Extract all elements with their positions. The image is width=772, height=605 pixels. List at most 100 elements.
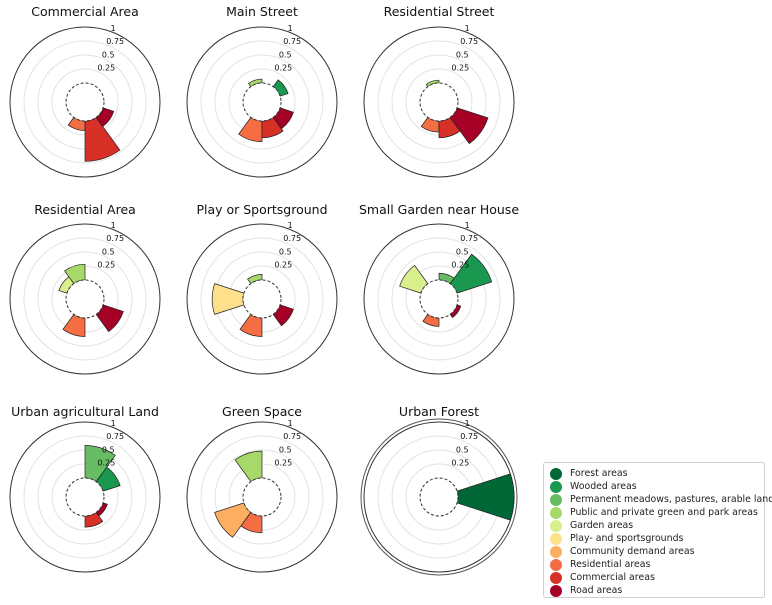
legend-label: Community demand areas xyxy=(570,546,695,557)
legend-item-wooded: Wooded areas xyxy=(550,480,764,493)
radial-tick-label: 0.25 xyxy=(274,261,292,270)
polar-chart: Green Space 0.25 0.5 0.75 1 xyxy=(186,404,338,573)
legend-item-meadows: Permanent meadows, pastures, arable land xyxy=(550,493,772,506)
radial-tick-label: 1 xyxy=(465,24,470,33)
outer-circle xyxy=(363,223,515,375)
radial-tick-label: 0.25 xyxy=(274,459,292,468)
legend-swatch xyxy=(550,584,562,597)
radial-tick-label: 1 xyxy=(465,419,470,428)
legend-label: Commercial areas xyxy=(570,572,655,583)
grid-circle xyxy=(37,251,133,347)
legend-item-commercial: Commercial areas xyxy=(550,571,764,584)
bar-sector xyxy=(238,116,263,143)
radial-tick-label: 0.75 xyxy=(106,432,124,441)
grid-circle xyxy=(405,265,473,333)
outer-circle xyxy=(9,223,161,375)
grid-circle xyxy=(23,435,147,559)
legend-swatch xyxy=(550,519,562,532)
chart-title: Commercial Area xyxy=(31,4,139,19)
legend-label: Residential areas xyxy=(570,559,651,570)
radial-tick-label: 1 xyxy=(288,419,293,428)
legend-item-play: Play- and sportsgrounds xyxy=(550,532,764,545)
grid-circle xyxy=(214,54,310,150)
legend-item-forest: Forest areas xyxy=(550,467,764,480)
outer-ring xyxy=(360,418,518,576)
radial-tick-label: 0.5 xyxy=(279,445,292,454)
grid-circle xyxy=(200,435,324,559)
chart-title: Urban Forest xyxy=(399,404,479,419)
legend-swatch xyxy=(550,571,562,584)
legend-label: Wooded areas xyxy=(570,481,637,492)
grid-circle xyxy=(23,237,147,361)
radial-tick-label: 1 xyxy=(288,221,293,230)
bar-sector xyxy=(211,283,245,315)
legend-item-road: Road areas xyxy=(550,584,764,597)
radial-tick-label: 0.5 xyxy=(456,50,469,59)
legend-label: Road areas xyxy=(570,585,623,596)
inner-hole xyxy=(242,477,282,517)
chart-title: Small Garden near House xyxy=(359,202,519,217)
radial-tick-label: 0.75 xyxy=(460,432,478,441)
radial-tick-label: 0.75 xyxy=(283,234,301,243)
polar-chart: Urban agricultural Land 0.25 0.5 0.75 1 xyxy=(9,404,161,573)
legend-swatch xyxy=(550,532,562,545)
radial-tick-label: 0.75 xyxy=(283,432,301,441)
radial-tick-label: 0.5 xyxy=(279,50,292,59)
chart-title: Green Space xyxy=(222,404,302,419)
radial-tick-label: 0.5 xyxy=(102,247,115,256)
grid-circle xyxy=(200,237,324,361)
grid-circle xyxy=(214,449,310,545)
grid-circle xyxy=(391,54,487,150)
chart-title: Main Street xyxy=(226,4,298,19)
inner-hole xyxy=(65,279,105,319)
outer-circle xyxy=(186,421,338,573)
legend-item-residential: Residential areas xyxy=(550,558,764,571)
radial-tick-label: 1 xyxy=(111,419,116,428)
polar-chart: Small Garden near House 0.25 0.5 0.75 1 xyxy=(359,202,519,375)
radial-tick-label: 0.75 xyxy=(460,37,478,46)
legend-label: Play- and sportsgrounds xyxy=(570,533,684,544)
inner-hole xyxy=(65,82,105,122)
radial-tick-label: 1 xyxy=(465,221,470,230)
outer-circle xyxy=(9,421,161,573)
grid-circle xyxy=(377,40,501,164)
outer-circle xyxy=(186,223,338,375)
grid-circle xyxy=(391,251,487,347)
radial-tick-label: 1 xyxy=(111,24,116,33)
legend-label: Forest areas xyxy=(570,468,628,479)
legend-item-garden: Garden areas xyxy=(550,519,764,532)
radial-tick-label: 0.25 xyxy=(451,459,469,468)
legend-item-public-green: Public and private green and park areas xyxy=(550,506,764,519)
chart-title: Residential Area xyxy=(34,202,136,217)
polar-chart: Residential Street 0.25 0.5 0.75 1 xyxy=(363,4,515,178)
chart-title: Residential Street xyxy=(384,4,495,19)
radial-tick-label: 0.25 xyxy=(97,459,115,468)
bar-sector xyxy=(449,107,489,145)
radial-tick-label: 0.25 xyxy=(274,64,292,73)
chart-title: Play or Sportsground xyxy=(196,202,327,217)
radial-tick-label: 0.75 xyxy=(106,234,124,243)
legend-swatch xyxy=(550,467,562,480)
inner-hole xyxy=(65,477,105,517)
radial-tick-label: 0.25 xyxy=(97,64,115,73)
radial-tick-label: 1 xyxy=(288,24,293,33)
outer-circle xyxy=(9,26,161,178)
radial-tick-label: 0.75 xyxy=(460,234,478,243)
grid-circle xyxy=(23,40,147,164)
outer-circle xyxy=(363,26,515,178)
bar-sector xyxy=(456,473,515,521)
radial-tick-label: 1 xyxy=(111,221,116,230)
legend-swatch xyxy=(550,545,562,558)
radial-tick-label: 0.5 xyxy=(456,445,469,454)
radial-tick-label: 0.25 xyxy=(451,64,469,73)
outer-circle xyxy=(186,26,338,178)
chart-title: Urban agricultural Land xyxy=(11,404,159,419)
legend: Forest areas Wooded areas Permanent mead… xyxy=(543,462,772,598)
inner-hole xyxy=(242,82,282,122)
radial-tick-label: 0.5 xyxy=(102,445,115,454)
radial-tick-label: 0.75 xyxy=(106,37,124,46)
inner-hole xyxy=(242,279,282,319)
legend-swatch xyxy=(550,493,562,506)
radial-tick-label: 0.25 xyxy=(451,261,469,270)
